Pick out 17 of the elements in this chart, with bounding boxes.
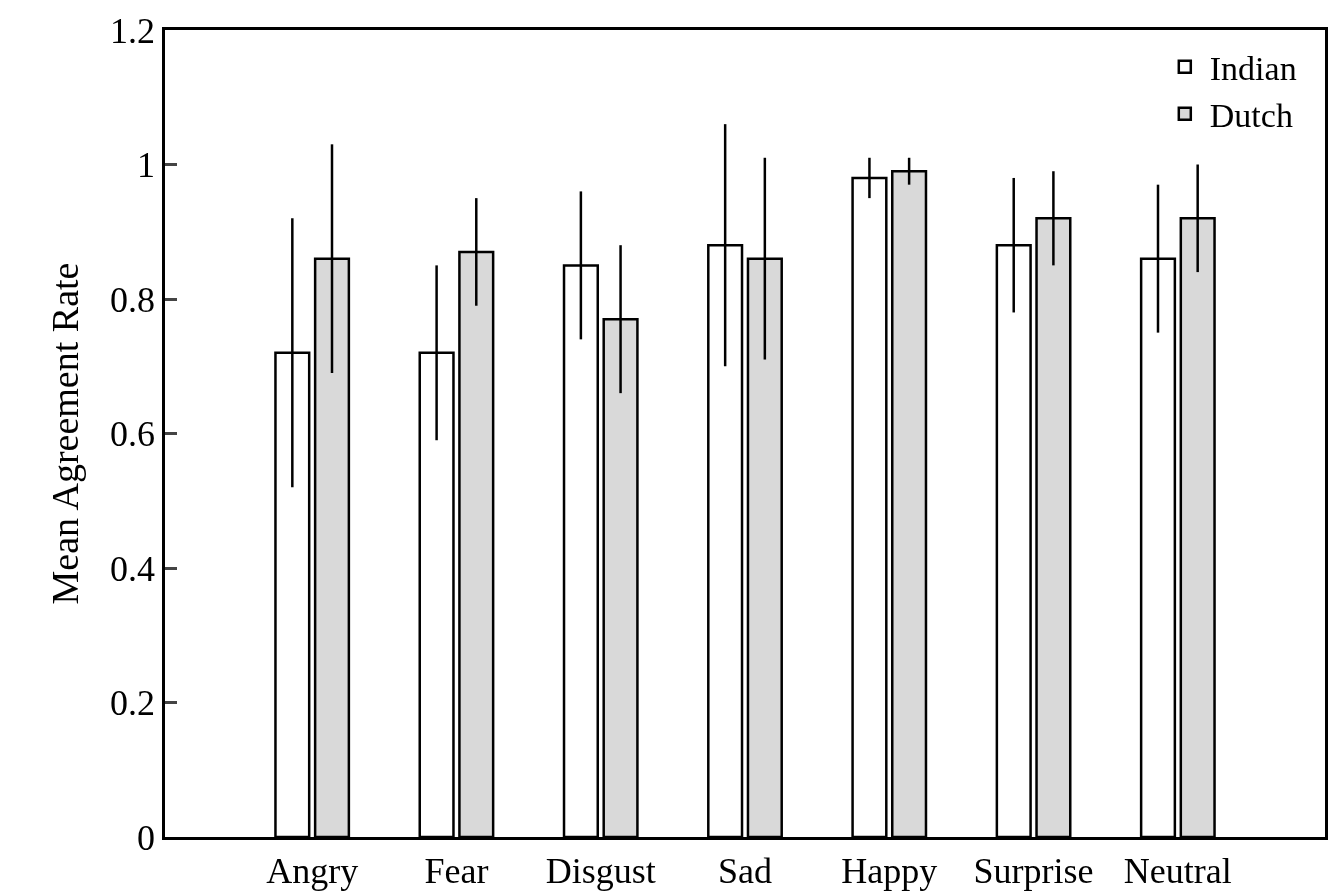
legend-label: Indian <box>1209 49 1297 87</box>
y-tick-label: 0.6 <box>110 414 156 455</box>
y-tick-label: 0.8 <box>110 279 156 320</box>
y-tick-label: 0.2 <box>110 683 156 724</box>
y-axis-title: Mean Agreement Rate <box>43 262 86 605</box>
x-tick-label: Sad <box>718 850 772 891</box>
y-tick-label: 0.4 <box>110 548 156 589</box>
x-tick-label: Angry <box>266 850 359 891</box>
x-tick-label: Happy <box>841 850 938 891</box>
legend-label: Dutch <box>1209 97 1293 135</box>
x-tick-label: Neutral <box>1123 850 1232 891</box>
x-tick-label: Surprise <box>973 850 1094 891</box>
x-tick-label: Disgust <box>545 850 656 891</box>
x-tick-label: Fear <box>424 850 489 891</box>
y-tick-label: 1.2 <box>110 10 156 51</box>
y-tick-label: 0 <box>137 817 156 858</box>
y-tick-label: 1 <box>137 145 156 186</box>
